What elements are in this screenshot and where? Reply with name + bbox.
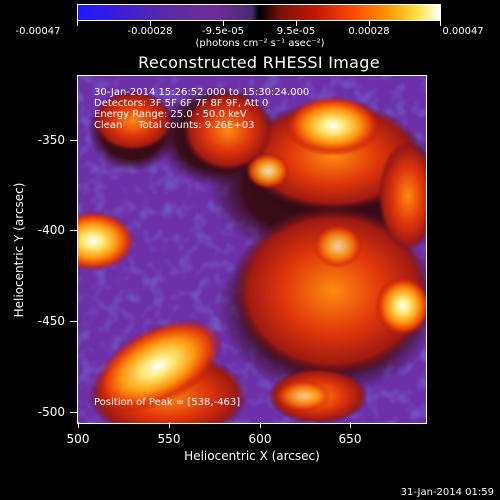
colorbar-tick: [150, 20, 151, 26]
y-axis-tick-label: -500: [37, 405, 65, 419]
x-axis-tick-label: 550: [157, 432, 181, 446]
colorbar-tick-label: 0.00028: [348, 26, 390, 37]
x-axis-tick-label: 500: [66, 432, 90, 446]
info-detectors: Detectors: 3F 5F 6F 7F 8F 9F, Att 0: [94, 98, 269, 109]
colorbar-units: (photons cm⁻² s⁻¹ asec⁻²): [195, 38, 325, 49]
y-axis-tick: [70, 321, 77, 322]
colorbar-tick: [223, 20, 224, 26]
x-axis-tick: [350, 422, 351, 428]
colorbar-tick-label: -0.00028: [127, 26, 173, 37]
colorbar-tick: [369, 20, 370, 26]
colorbar-tick: [296, 20, 297, 26]
colorbar-tick-label: 9.5e-05: [276, 26, 316, 37]
info-total-counts: Clean Total counts: 9.26E+03: [94, 120, 255, 131]
info-time-range: 30-Jan-2014 15:26:52.000 to 15:30:24.000: [94, 87, 310, 98]
y-axis-tick-label: -450: [37, 314, 65, 328]
y-axis-tick: [70, 412, 77, 413]
timestamp: 31-Jan-2014 01:59: [400, 487, 494, 498]
x-axis-tick-label: 600: [248, 432, 272, 446]
x-axis-label: Heliocentric X (arcsec): [184, 449, 320, 463]
y-axis-tick-label: -400: [37, 223, 65, 237]
colorbar-tick: [440, 20, 441, 26]
y-axis-tick: [70, 140, 77, 141]
colorbar-tick-label: -0.00047: [15, 26, 61, 37]
peak-position: Position of Peak = [538,-463]: [94, 397, 241, 408]
colorbar: [77, 4, 441, 21]
image-title: Reconstructed RHESSI Image: [138, 53, 380, 72]
y-axis-label: Heliocentric Y (arcsec): [12, 182, 26, 318]
colorbar-tick: [77, 20, 78, 26]
y-axis-tick-label: -350: [37, 133, 65, 147]
rhessi-image-raster: [78, 76, 426, 423]
info-energy-range: Energy Range: 25.0 - 50.0 keV: [94, 109, 247, 120]
colorbar-tick-label: 0.00047: [442, 26, 484, 37]
colorbar-tick-label: -9.5e-05: [202, 26, 244, 37]
x-axis-tick: [169, 422, 170, 428]
x-axis-tick: [260, 422, 261, 428]
rhessi-image: 30-Jan-2014 15:26:52.000 to 15:30:24.000…: [77, 75, 427, 424]
x-axis-tick: [78, 422, 79, 428]
y-axis-tick: [70, 230, 77, 231]
x-axis-tick-label: 650: [338, 432, 362, 446]
observation-info: 30-Jan-2014 15:26:52.000 to 15:30:24.000…: [94, 87, 309, 131]
